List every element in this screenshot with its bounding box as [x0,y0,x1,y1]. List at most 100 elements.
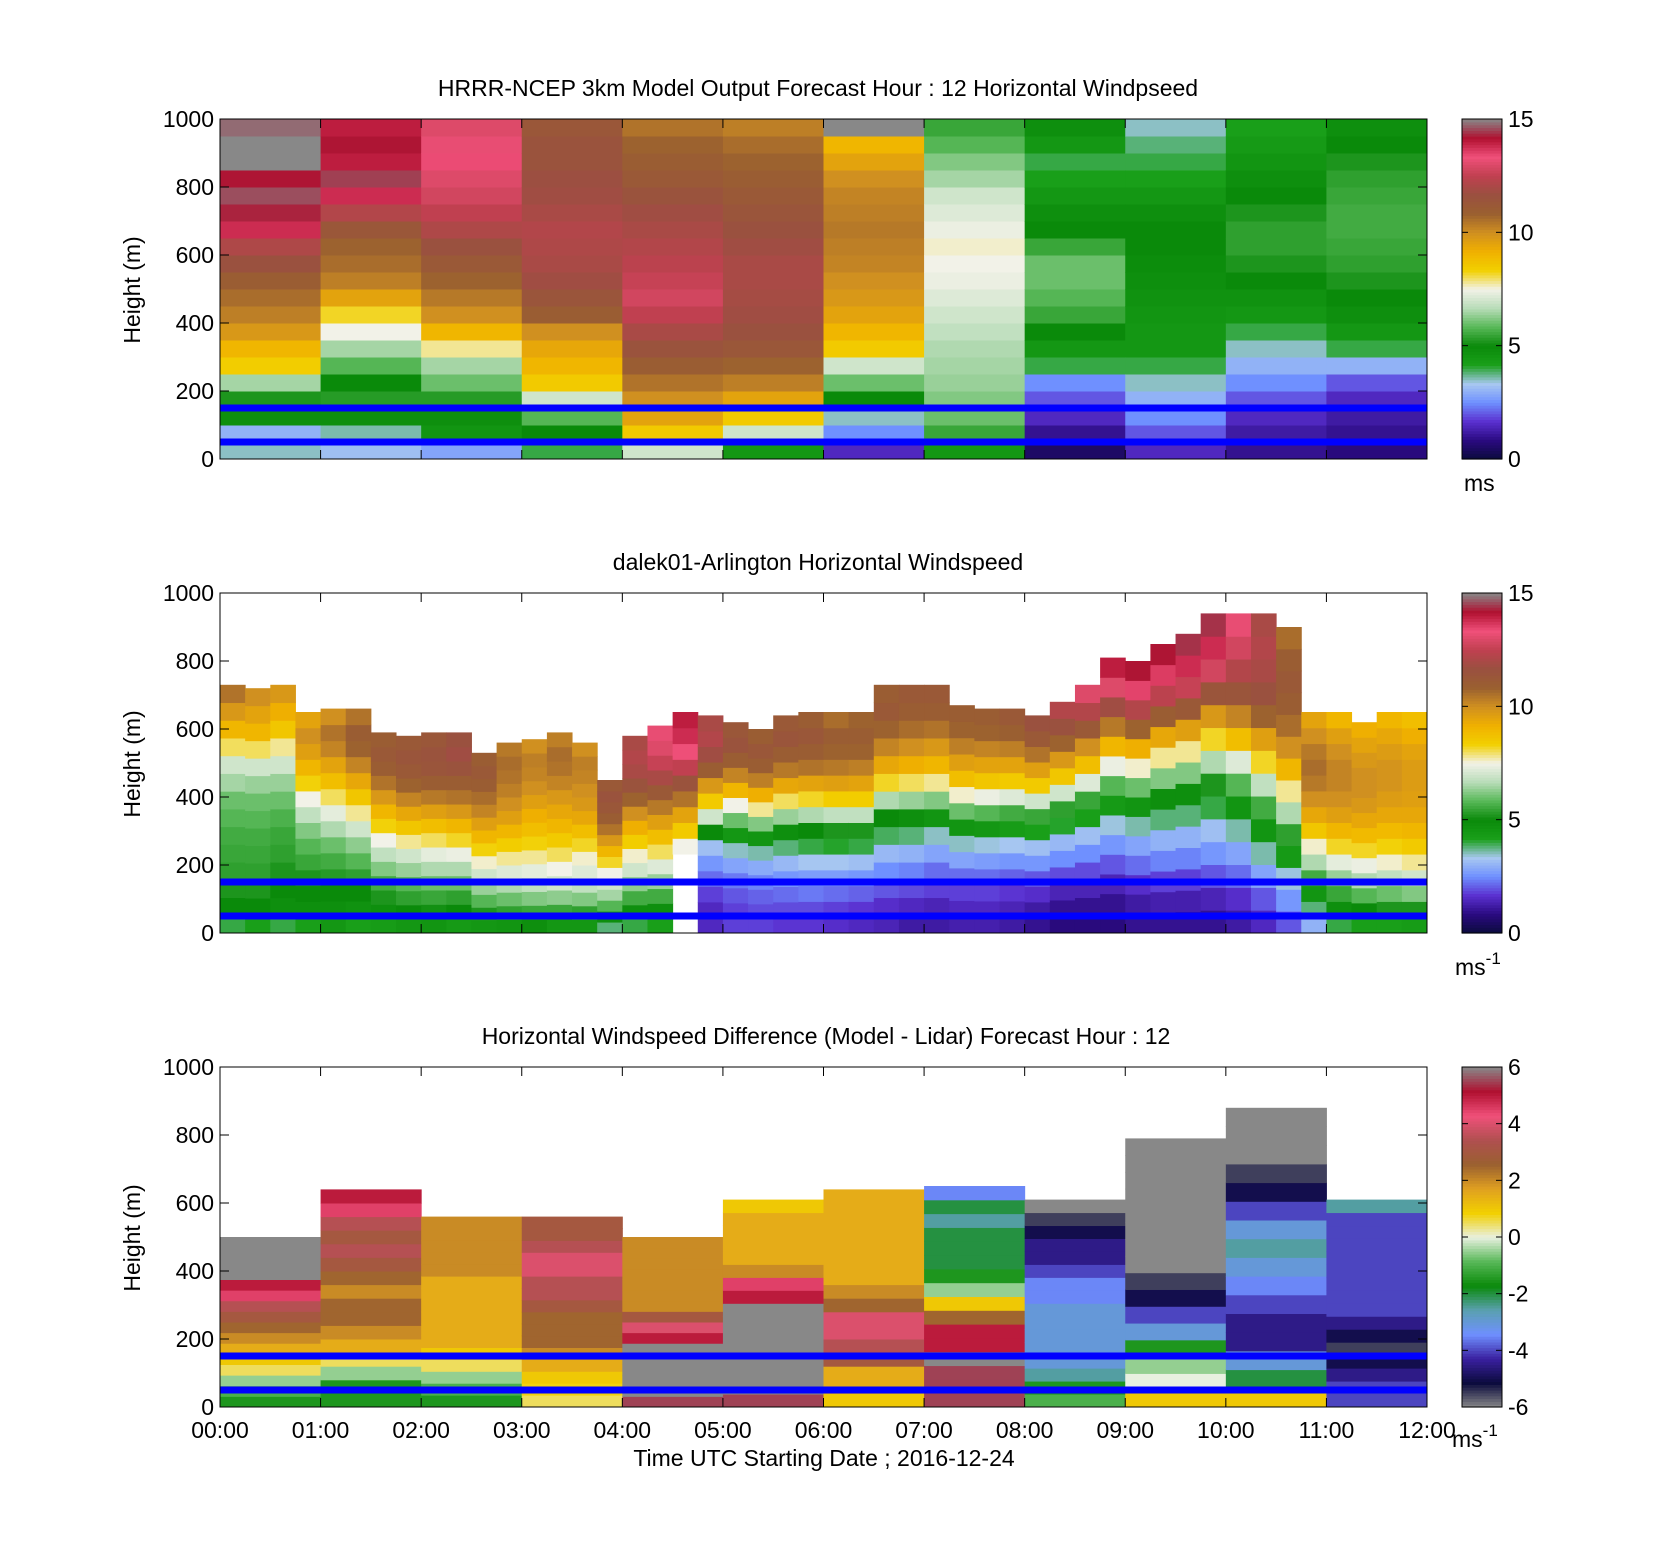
colorbar-swatch [1462,337,1502,341]
heatmap-cell [496,810,523,825]
heatmap-cell [471,778,498,792]
colorbar-swatch [1462,291,1502,296]
colorbar-swatch [1462,893,1502,897]
heatmap-cell [1125,204,1227,222]
colorbar-swatch [1462,1316,1502,1320]
heatmap-cell [1024,425,1126,443]
heatmap-cell [1125,272,1227,290]
heatmap-cell [1024,1225,1126,1239]
heatmap-cell [647,814,674,830]
colorbar-swatch [1462,1265,1502,1269]
heatmap-cell [546,847,573,862]
colorbar-swatch [1462,624,1502,628]
heatmap-cell [898,826,925,845]
heatmap-cell [722,752,749,768]
colorbar-swatch [1462,408,1502,412]
colorbar-swatch [1462,1339,1502,1343]
colorbar-swatch [1462,1387,1502,1391]
colorbar-swatch [1462,918,1502,923]
colorbar-swatch [1462,342,1502,347]
heatmap-cell [496,824,523,839]
heatmap-cell [1175,783,1202,806]
colorbar-swatch [1462,178,1502,182]
panel-model-title: HRRR-NCEP 3km Model Output Forecast Hour… [438,75,1198,101]
heatmap-cell [898,915,925,934]
heatmap-cell [1225,408,1327,426]
heatmap-cell [1100,775,1126,796]
heatmap-cell [974,820,1001,838]
heatmap-cell [1301,743,1327,760]
heatmap-cell [622,1268,724,1280]
heatmap-cell [1125,816,1151,837]
heatmap-cell [722,1277,824,1291]
heatmap-cell [622,357,724,375]
colorbar-swatch [1462,610,1502,614]
colorbar-swatch [1462,856,1502,860]
heatmap-cell [1024,1290,1126,1304]
heatmap-cell [421,204,523,222]
heatmap-cell [1125,1289,1227,1307]
heatmap-cell [1376,743,1403,760]
colorbar-swatch [1462,697,1502,702]
heatmap-cell [1024,323,1126,341]
panel-difference-x-ticks: 00:00 01:00 02:00 03:00 04:00 05:00 06:00 07:00… [191,1067,1456,1443]
colorbar-frame [1461,592,1503,934]
heatmap-cell [1326,775,1353,792]
colorbar-swatch [1462,1188,1502,1193]
colorbar-swatch [1462,1310,1502,1315]
heatmap-cell [798,727,824,745]
heatmap-cell [295,838,322,855]
heatmap-cell [421,1228,523,1241]
heatmap-cell [1024,340,1126,358]
heatmap-cell [1175,826,1202,849]
colorbar-swatch [1462,717,1502,722]
heatmap-cell [1175,633,1202,656]
y-tick-label: 600 [176,242,214,268]
heatmap-cell [924,1282,1026,1297]
heatmap-cell [220,720,246,739]
heatmap-cell [446,861,472,877]
heatmap-cell [949,705,975,722]
heatmap-cell [1074,684,1101,704]
x-tick-label: 04:00 [594,1417,652,1443]
heatmap-cell [1175,890,1202,913]
colorbar-swatch [1462,1228,1502,1232]
heatmap-cell [421,323,523,341]
heatmap-cell [1024,391,1126,409]
colorbar-swatch [1462,1092,1502,1096]
heatmap-cell [697,746,724,763]
heatmap-cell [1276,670,1302,694]
colorbar-swatch [1462,419,1502,423]
heatmap-cell [1351,767,1378,783]
heatmap-cell [999,820,1026,838]
colorbar-swatch [1462,272,1502,276]
colorbar-swatch [1462,1259,1502,1264]
heatmap-cell [898,737,925,757]
heatmap-cell [1100,755,1126,777]
colorbar-swatch [1462,652,1502,656]
heatmap-cell [773,839,799,856]
heatmap-cell [622,170,724,188]
heatmap-cell [1125,1390,1227,1408]
heatmap-cell [1125,894,1151,915]
heatmap-cell [924,1255,1026,1270]
heatmap-cell [597,845,623,857]
heatmap-cell [1074,826,1101,845]
heatmap-cell [320,1284,422,1299]
heatmap-cell [1250,681,1277,706]
colorbar-swatch [1462,1118,1502,1122]
heatmap-cell [873,808,900,828]
heatmap-cell [1049,734,1076,752]
colorbar-swatch [1462,607,1502,611]
heatmap-cell [697,777,724,794]
panel-model-x-ticks [219,119,1428,459]
colorbar-swatch [1462,896,1502,900]
heatmap-cell [1125,1138,1227,1156]
heatmap-cell [1074,737,1101,757]
colorbar-swatch [1462,1081,1502,1085]
colorbar-swatch [1462,797,1502,801]
heatmap-cell [924,374,1026,392]
heatmap-cell [421,861,447,877]
heatmap-cell [924,306,1026,324]
heatmap-cell [722,391,824,409]
